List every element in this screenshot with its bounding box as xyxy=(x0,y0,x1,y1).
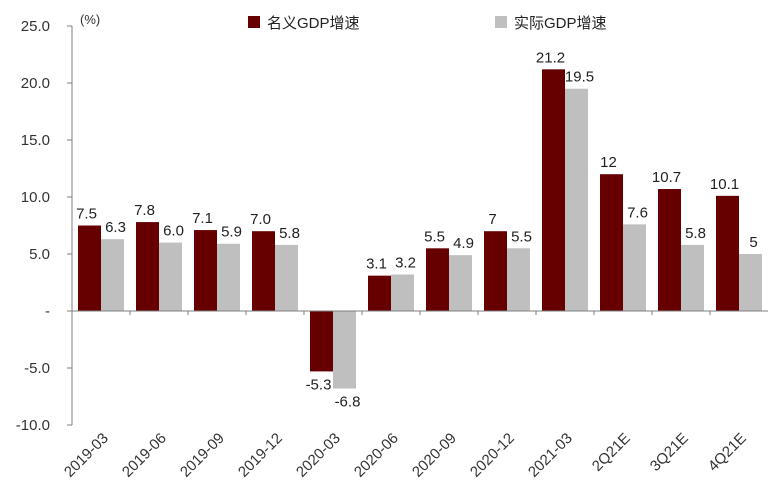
data-label: 21.2 xyxy=(536,49,565,66)
data-label: 6.0 xyxy=(163,223,184,240)
bar-nominal xyxy=(426,248,449,311)
x-tick-label: 2019-09 xyxy=(177,430,228,481)
legend: 名义GDP增速 实际GDP增速 xyxy=(248,15,607,32)
bar-real xyxy=(565,88,588,311)
y-tick-label: 20.0 xyxy=(21,75,50,92)
bar-real xyxy=(275,244,298,311)
data-label: -5.3 xyxy=(306,376,332,393)
x-tick-label: 2Q21E xyxy=(589,430,634,475)
bar-real xyxy=(681,244,704,311)
y-tick-label: 25.0 xyxy=(21,18,50,35)
x-tick-label: 2020-09 xyxy=(409,430,460,481)
bar-real xyxy=(333,311,356,389)
y-tick-label: -10.0 xyxy=(16,417,50,434)
bars xyxy=(78,69,762,389)
bar-real xyxy=(101,239,124,311)
bar-nominal xyxy=(716,195,739,311)
x-tick-label: 2019-12 xyxy=(235,430,286,481)
x-tick-label: 2020-12 xyxy=(467,430,518,481)
x-tick-label: 2020-06 xyxy=(351,430,402,481)
data-label: 7.8 xyxy=(134,202,155,219)
bar-nominal xyxy=(78,225,101,311)
legend-swatch xyxy=(495,16,507,28)
data-label: 5.9 xyxy=(221,224,242,241)
bar-real xyxy=(391,274,414,311)
data-label: 12 xyxy=(600,154,617,171)
bar-real xyxy=(217,243,240,311)
bar-real xyxy=(739,254,762,311)
x-tick-label: 2019-06 xyxy=(119,430,170,481)
bar-nominal xyxy=(252,231,275,311)
x-tick-label: 4Q21E xyxy=(705,430,750,475)
y-tick-label: 5.0 xyxy=(29,246,50,263)
bar-nominal xyxy=(310,311,333,372)
data-label: 4.9 xyxy=(453,235,474,252)
data-label: 7.6 xyxy=(627,204,648,221)
x-axis: 2019-03 2019-06 2019-09 2019-12 2020-03 2020-… xyxy=(61,310,768,481)
bar-nominal xyxy=(600,174,623,311)
data-label: 5.8 xyxy=(279,225,300,242)
data-label: 3.1 xyxy=(366,256,387,273)
data-label: 19.5 xyxy=(565,69,594,86)
legend-swatch xyxy=(248,16,260,28)
y-axis: -10.0-5.0-5.010.015.020.025.0 xyxy=(16,18,73,434)
data-label: 6.3 xyxy=(105,219,126,236)
data-label: 5.5 xyxy=(424,228,445,245)
y-tick-label: 15.0 xyxy=(21,132,50,149)
y-axis-unit: (%) xyxy=(80,12,100,27)
data-label: 7.1 xyxy=(192,210,213,227)
x-tick-label: 3Q21E xyxy=(647,430,692,475)
bar-real xyxy=(507,248,530,311)
bar-nominal xyxy=(658,189,681,311)
x-tick-label: 2019-03 xyxy=(61,430,112,481)
bar-nominal xyxy=(484,231,507,311)
bar-nominal xyxy=(136,222,159,311)
bar-nominal xyxy=(194,230,217,311)
data-label: 3.2 xyxy=(395,255,416,272)
data-label: 7.0 xyxy=(250,211,271,228)
data-labels: 7.5 6.3 7.8 6.0 7.1 5.9 7.0 5.8 -5.3-6.8 3.1 3.2 5.… xyxy=(76,49,758,410)
bar-nominal xyxy=(368,275,391,311)
data-label: 5 xyxy=(749,234,757,251)
bar-real xyxy=(449,255,472,311)
data-label: 5.5 xyxy=(511,228,532,245)
data-label: -6.8 xyxy=(335,394,361,411)
bar-real xyxy=(159,242,182,311)
y-tick-label: -5.0 xyxy=(24,360,50,377)
legend-label: 实际GDP增速 xyxy=(514,15,607,32)
data-label: 5.8 xyxy=(685,225,706,242)
legend-label: 名义GDP增速 xyxy=(267,15,360,32)
data-label: 10.7 xyxy=(652,169,681,186)
y-tick-label: - xyxy=(45,303,50,320)
bar-real xyxy=(623,224,646,311)
bar-nominal xyxy=(542,69,565,311)
x-tick-label: 2021-03 xyxy=(525,430,576,481)
x-tick-label: 2020-03 xyxy=(293,430,344,481)
data-label: 7.5 xyxy=(76,206,97,223)
data-label: 7 xyxy=(488,211,496,228)
y-tick-label: 10.0 xyxy=(21,189,50,206)
data-label: 10.1 xyxy=(710,176,739,193)
